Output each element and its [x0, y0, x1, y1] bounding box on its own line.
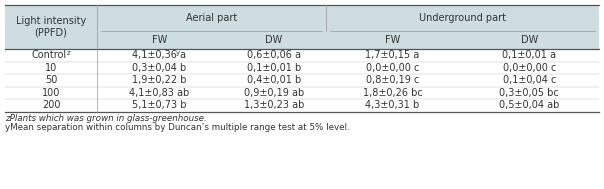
Text: 0,1±0,01 a: 0,1±0,01 a	[502, 50, 556, 60]
Text: z: z	[66, 50, 70, 56]
Text: 1,8±0,26 bc: 1,8±0,26 bc	[363, 88, 422, 98]
Text: 0,9±0,19 ab: 0,9±0,19 ab	[243, 88, 304, 98]
Text: FW: FW	[385, 35, 400, 45]
Text: 0,0±0,00 c: 0,0±0,00 c	[366, 63, 419, 73]
Text: 0,8±0,19 c: 0,8±0,19 c	[366, 75, 419, 85]
Text: 4,1±0,36 a: 4,1±0,36 a	[132, 50, 187, 60]
Text: 0,4±0,01 b: 0,4±0,01 b	[246, 75, 301, 85]
Text: yMean separation within columns by Duncan’s multiple range test at 5% level.: yMean separation within columns by Dunca…	[5, 122, 350, 132]
Text: 1,3±0,23 ab: 1,3±0,23 ab	[243, 100, 304, 110]
Text: 0,1±0,04 c: 0,1±0,04 c	[503, 75, 556, 85]
Text: 200: 200	[42, 100, 60, 110]
Text: 100: 100	[42, 88, 60, 98]
Text: y: y	[176, 50, 180, 56]
Bar	[5, 5, 599, 31]
Text: 0,0±0,00 c: 0,0±0,00 c	[503, 63, 556, 73]
Text: 0,3±0,05 bc: 0,3±0,05 bc	[500, 88, 559, 98]
Text: Underground part: Underground part	[419, 13, 506, 23]
Text: 4,3±0,31 b: 4,3±0,31 b	[365, 100, 420, 110]
Text: Light intensity
(PPFD): Light intensity (PPFD)	[16, 16, 86, 38]
Text: Control: Control	[31, 50, 66, 60]
Text: Aerial part: Aerial part	[186, 13, 237, 23]
Text: FW: FW	[152, 35, 167, 45]
Text: DW: DW	[521, 35, 538, 45]
Text: 50: 50	[45, 75, 57, 85]
Text: DW: DW	[265, 35, 283, 45]
Bar	[5, 31, 599, 49]
Text: 10: 10	[45, 63, 57, 73]
Text: 0,6±0,06 a: 0,6±0,06 a	[247, 50, 301, 60]
Text: 5,1±0,73 b: 5,1±0,73 b	[132, 100, 187, 110]
Text: 0,1±0,01 b: 0,1±0,01 b	[246, 63, 301, 73]
Text: 4,1±0,83 ab: 4,1±0,83 ab	[129, 88, 190, 98]
Text: zPlants which was grown in glass-greenhouse.: zPlants which was grown in glass-greenho…	[5, 114, 207, 122]
Text: 1,7±0,15 a: 1,7±0,15 a	[365, 50, 420, 60]
Text: 1,9±0,22 b: 1,9±0,22 b	[132, 75, 187, 85]
Text: 0,5±0,04 ab: 0,5±0,04 ab	[499, 100, 559, 110]
Text: 0,3±0,04 b: 0,3±0,04 b	[132, 63, 187, 73]
